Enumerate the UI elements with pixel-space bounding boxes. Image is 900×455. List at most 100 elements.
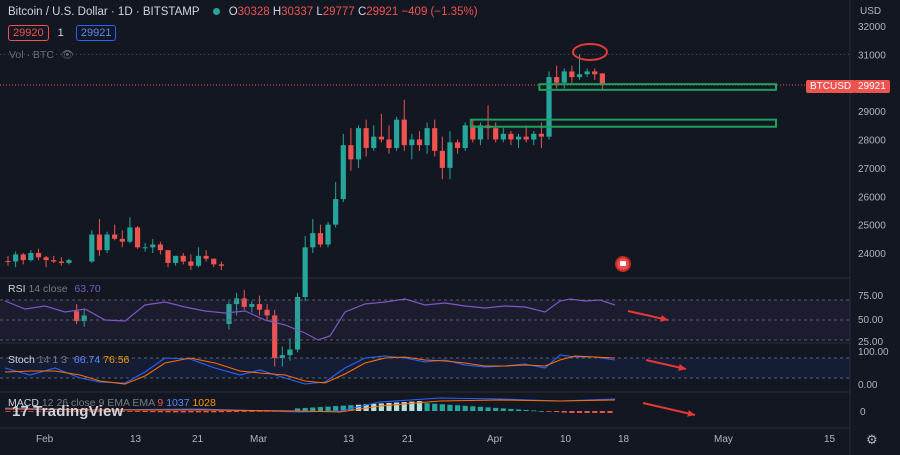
- macd-histogram-bar: [73, 411, 80, 412]
- price-tick-label: 27000: [858, 164, 886, 175]
- time-tick-label: 15: [824, 434, 836, 445]
- stoch-d-value: 76.56: [103, 354, 130, 366]
- macd-histogram-bar: [234, 411, 240, 412]
- candle-body: [96, 234, 103, 251]
- macd-histogram-bar: [203, 411, 209, 413]
- stoch-pane: [0, 354, 850, 385]
- rsi-legend[interactable]: RSI 14 close 63.70: [8, 283, 101, 295]
- macd-histogram-bar: [226, 411, 232, 413]
- macd-histogram-bar: [89, 411, 95, 412]
- macd-histogram-bar: [127, 411, 133, 412]
- macd-histogram-bar: [256, 411, 263, 412]
- stoch-k-value: 66.74: [73, 354, 101, 366]
- macd-histogram-bar: [454, 405, 461, 411]
- macd-histogram-bar: [241, 411, 247, 412]
- candle-body: [173, 255, 179, 263]
- rsi-line: [4, 298, 616, 341]
- macd-histogram-bar: [302, 407, 308, 411]
- rsi-params: 14 close: [28, 283, 68, 295]
- candle-body: [325, 224, 331, 245]
- macd-histogram-bar: [500, 408, 506, 411]
- candle-body: [294, 296, 301, 350]
- candle-body: [569, 71, 575, 78]
- macd-histogram-bar: [386, 402, 392, 411]
- candle-body: [150, 244, 156, 248]
- macd-histogram-bar: [43, 411, 49, 412]
- support-zone: [469, 118, 777, 128]
- candle-body: [310, 233, 316, 248]
- candle-body: [81, 315, 87, 322]
- macd-histogram-bar: [104, 411, 110, 412]
- open-value: 30328: [237, 6, 270, 18]
- stoch-params: 14 1 3: [37, 354, 67, 366]
- volume-label: Vol · BTC: [9, 49, 54, 61]
- candle-body: [333, 199, 339, 225]
- macd-histogram-bar: [424, 403, 430, 411]
- macd-histogram-bar: [592, 411, 598, 413]
- macd-histogram-bar: [173, 411, 179, 413]
- us-flag-event-icon[interactable]: [615, 256, 631, 272]
- volume-legend[interactable]: Vol · BTC 👁: [9, 48, 74, 61]
- macd-histogram-bar: [477, 406, 484, 411]
- macd-histogram-bar: [607, 411, 613, 413]
- gear-icon[interactable]: ⚙: [866, 432, 878, 447]
- candle-body: [576, 74, 583, 78]
- highlight-ellipse: [572, 43, 608, 61]
- candle-body: [554, 77, 560, 83]
- candle-body: [363, 128, 369, 149]
- candle-body: [142, 247, 148, 249]
- candle-body: [439, 150, 445, 168]
- time-tick-label: 21: [192, 434, 204, 445]
- stoch-tick-label: 100.00: [858, 347, 889, 358]
- tradingview-logo[interactable]: 17 TradingView: [12, 403, 123, 420]
- price-tick-label: 26000: [858, 192, 886, 203]
- candle-body: [348, 145, 354, 160]
- time-tick-label: 13: [130, 434, 142, 445]
- macd-histogram-bar: [523, 409, 529, 411]
- macd-legend[interactable]: MACD 12 26 close 9 EMA EMA 9 1037 1028: [8, 397, 216, 409]
- macd-histogram-bar: [447, 404, 453, 411]
- macd-histogram-bar: [378, 403, 384, 411]
- macd-histogram-bar: [485, 407, 491, 411]
- candle-body: [279, 355, 285, 358]
- candle-body: [477, 125, 484, 140]
- candle-body: [73, 311, 80, 322]
- candle-body: [447, 142, 453, 168]
- symbol-title[interactable]: Bitcoin / U.S. Dollar · 1D · BITSTAMP: [8, 6, 200, 18]
- spread-value: 1: [57, 27, 64, 39]
- macd-histogram-bar: [394, 402, 400, 411]
- candle-body: [371, 136, 377, 149]
- time-tick-label: Mar: [250, 434, 268, 445]
- candle-body: [287, 349, 293, 356]
- macd-histogram-bar: [317, 407, 324, 411]
- time-tick-label: May: [714, 434, 733, 445]
- macd-histogram-bar: [538, 411, 544, 412]
- sell-button[interactable]: 29920: [8, 25, 49, 41]
- macd-histogram-bar: [218, 411, 224, 413]
- macd-histogram-bar: [211, 411, 217, 413]
- macd-name: MACD: [8, 397, 39, 409]
- price-tick-label: 32000: [858, 22, 886, 33]
- macd-params: 12 26 close 9 EMA EMA: [41, 397, 155, 409]
- macd-histogram-bar: [112, 411, 118, 412]
- buy-button[interactable]: 29921: [75, 25, 117, 41]
- macd-histogram-bar: [569, 411, 575, 413]
- stoch-tick-label: 0.00: [858, 380, 878, 391]
- candle-body: [561, 71, 567, 83]
- macd-histogram-bar: [66, 411, 72, 412]
- eye-icon[interactable]: 👁: [60, 49, 75, 61]
- rsi-tick-label: 50.00: [858, 315, 883, 326]
- macd-histogram-bar: [134, 411, 141, 412]
- candle-body: [394, 119, 400, 149]
- macd-histogram-bar: [188, 411, 194, 413]
- macd-histogram-bar: [561, 411, 567, 413]
- macd-histogram-bar: [5, 411, 11, 412]
- macd-histogram-bar: [249, 411, 255, 412]
- macd-histogram-bar: [157, 411, 163, 413]
- candle-body: [5, 260, 11, 262]
- stoch-legend[interactable]: Stoch 14 1 3 66.74 76.56: [8, 354, 129, 366]
- macd-histogram-bar: [142, 411, 148, 413]
- candle-body: [409, 139, 415, 146]
